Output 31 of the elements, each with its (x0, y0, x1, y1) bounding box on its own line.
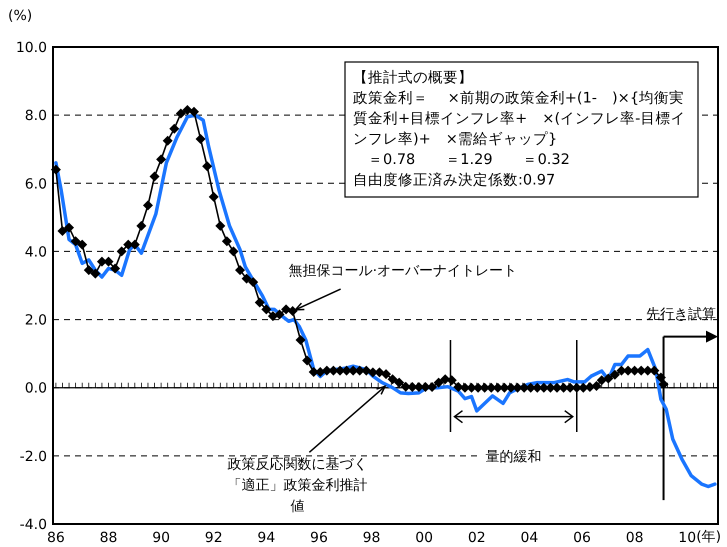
x-tick-label: 04 (520, 530, 538, 546)
y-tick-label: 0.0 (24, 380, 47, 397)
y-tick-label: 10.0 (16, 40, 47, 56)
x-tick-label: 92 (204, 530, 223, 546)
y-tick-label: 8.0 (24, 108, 47, 124)
annotation: ＝0.78 ＝1.29 ＝0.32 (353, 152, 570, 168)
x-axis-title: (年) (696, 529, 722, 545)
x-tick-label: 02 (468, 530, 486, 546)
annotation: 政策金利＝ ×前期の政策金利+(1- )×{均衡実質金利+目標インフレ率+ ×(インフレ率-目標インフレ率)+ ×需給ギャップ} (353, 90, 686, 148)
y-tick-label: 4.0 (24, 244, 47, 260)
x-tick-label: 00 (415, 530, 434, 546)
x-tick-label: 06 (573, 530, 591, 546)
x-tick-label: 90 (152, 530, 170, 546)
y-tick-label: 6.0 (24, 176, 47, 192)
x-tick-label: 86 (46, 530, 65, 546)
x-tick-label: 96 (310, 530, 328, 546)
annotation: 量的緩和 (486, 448, 542, 465)
annotation: 【推計式の概要】 (353, 69, 473, 86)
annotation: 政策反応関数に基づく「適正」政策金利推計値 (227, 456, 368, 514)
annotation: 無担保コール·オーバーナイトレート (288, 263, 518, 280)
x-tick-label: 94 (257, 530, 276, 546)
x-tick-label: 08 (626, 530, 644, 546)
x-tick-label: 10 (678, 530, 696, 546)
ref-line-label: 先行き試算 (646, 306, 716, 323)
x-tick-label: 98 (362, 530, 380, 546)
y-tick-label: -4.0 (20, 517, 47, 533)
y-axis-title: (%) (8, 8, 32, 24)
annotation: 自由度修正済み決定係数:0.97 (353, 172, 556, 188)
y-tick-label: -2.0 (20, 448, 47, 465)
y-tick-label: 2.0 (24, 312, 47, 329)
x-tick-label: 88 (100, 530, 118, 546)
